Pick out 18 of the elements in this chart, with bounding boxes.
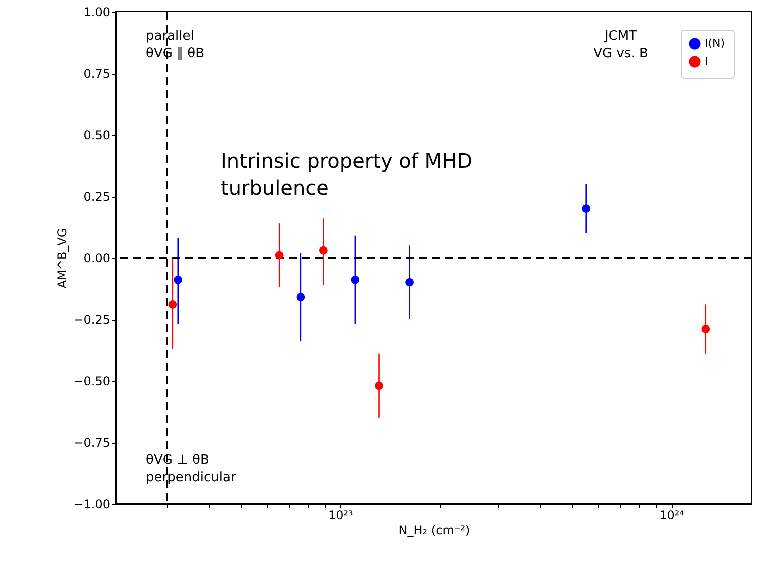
annotation: JCMT VG vs. B <box>594 29 648 62</box>
y-tick-label: −1.00 <box>74 498 110 512</box>
y-tick-label: 0.75 <box>84 67 110 81</box>
y-tick-label: 0.25 <box>84 190 110 204</box>
annotation: θVG ⊥ θB perpendicular <box>146 453 237 486</box>
x-axis-title: N_H₂ (cm⁻²) <box>398 524 470 538</box>
x-tick-label: 10²⁴ <box>660 508 685 522</box>
y-tick-label: −0.50 <box>74 374 110 388</box>
x-tick-label: 10²³ <box>328 508 354 522</box>
y-tick-label: −0.75 <box>74 436 110 450</box>
y-axis-title: AM^B_VG <box>56 228 70 289</box>
y-tick-label: −0.25 <box>74 313 110 327</box>
y-tick-label: 1.00 <box>84 6 110 20</box>
annotation: Intrinsic property of MHD turbulence <box>221 149 473 200</box>
legend-label: I(N) <box>705 37 726 50</box>
legend-label: I <box>705 55 708 68</box>
y-tick-label: 0.50 <box>84 128 110 142</box>
y-tick-label: 0.00 <box>84 252 110 266</box>
